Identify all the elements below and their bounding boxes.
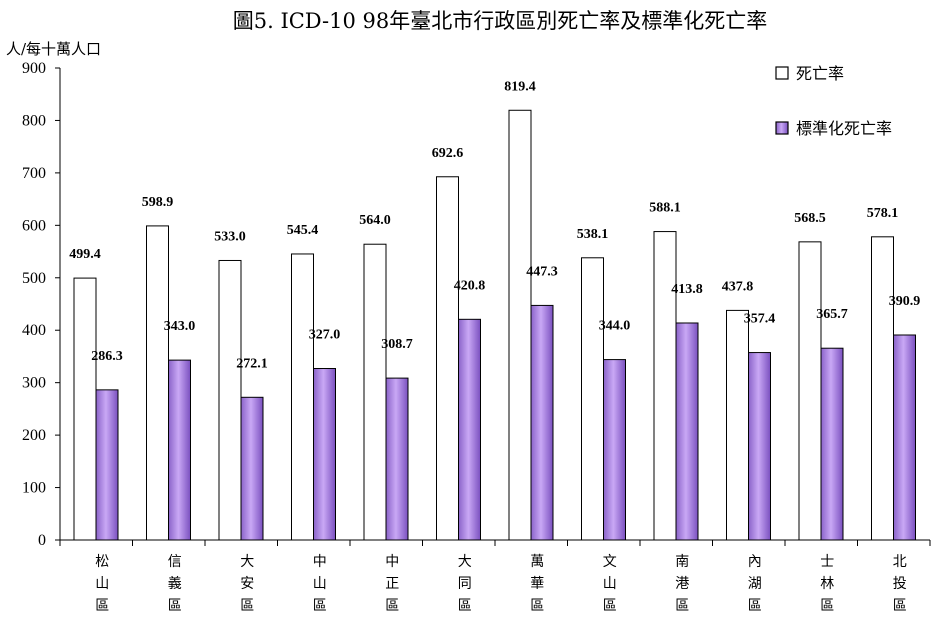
x-category-label: 信義區 (168, 554, 182, 614)
bar-death-rate (798, 241, 822, 541)
legend-label-death-rate: 死亡率 (796, 64, 844, 83)
bar-death-rate (581, 257, 604, 541)
bar-death-rate (871, 236, 894, 541)
legend-swatch-standardized-death-rate (775, 121, 789, 135)
y-tick-label: 500 (22, 270, 46, 287)
bar-standardized-death-rate (95, 389, 119, 541)
data-label-death-rate: 533.0 (214, 229, 246, 244)
data-label-death-rate: 538.1 (577, 227, 609, 242)
data-label-standardized-death-rate: 390.9 (889, 294, 921, 309)
bar-standardized-death-rate (313, 368, 336, 541)
bar-standardized-death-rate (748, 352, 771, 541)
bar-standardized-death-rate (385, 377, 409, 541)
bar-standardized-death-rate (820, 347, 844, 541)
data-label-standardized-death-rate: 286.3 (91, 349, 123, 364)
y-tick-label: 700 (22, 165, 46, 182)
data-label-death-rate: 568.5 (794, 211, 826, 226)
bar-death-rate (436, 176, 459, 541)
data-label-standardized-death-rate: 308.7 (381, 337, 413, 352)
chart-title: 圖5. ICD-10 98年臺北市行政區別死亡率及標準化死亡率 (233, 9, 768, 33)
data-label-death-rate: 578.1 (867, 206, 899, 221)
data-label-standardized-death-rate: 344.0 (599, 319, 631, 334)
x-category-label: 士林區 (820, 554, 834, 614)
bar-standardized-death-rate (168, 359, 191, 541)
data-label-standardized-death-rate: 447.3 (526, 264, 558, 279)
x-category-label: 中山區 (313, 554, 327, 614)
bar-standardized-death-rate (240, 396, 264, 541)
bar-death-rate (73, 277, 97, 541)
bar-standardized-death-rate (893, 334, 916, 541)
data-label-death-rate: 819.4 (504, 79, 536, 94)
y-tick-label: 200 (22, 427, 46, 444)
data-label-standardized-death-rate: 413.8 (671, 282, 703, 297)
bar-standardized-death-rate (675, 322, 699, 541)
y-tick-label: 900 (22, 60, 46, 77)
x-category-label: 中正區 (385, 554, 399, 614)
y-tick-label: 600 (22, 217, 46, 234)
data-label-death-rate: 437.8 (722, 279, 754, 294)
bar-death-rate (726, 309, 749, 541)
legend-label-standardized-death-rate: 標準化死亡率 (796, 119, 892, 138)
bar-standardized-death-rate (458, 318, 481, 541)
y-axis-unit-label: 人/每十萬人口 (6, 40, 101, 58)
x-category-label: 松山區 (95, 554, 109, 614)
data-label-standardized-death-rate: 272.1 (236, 356, 268, 371)
data-label-standardized-death-rate: 327.0 (309, 328, 341, 343)
bar-death-rate (653, 231, 677, 541)
x-category-label: 南港區 (675, 554, 689, 614)
bar-standardized-death-rate (603, 359, 626, 541)
y-tick-label: 0 (38, 532, 46, 549)
x-category-label: 大同區 (458, 554, 472, 614)
data-label-death-rate: 588.1 (649, 201, 681, 216)
data-label-death-rate: 692.6 (432, 146, 464, 161)
y-tick-label: 100 (22, 480, 46, 497)
y-tick-label: 300 (22, 375, 46, 392)
x-category-label: 文山區 (603, 554, 617, 614)
bar-death-rate (146, 225, 169, 541)
data-label-standardized-death-rate: 365.7 (816, 307, 848, 322)
x-category-label: 內湖區 (748, 554, 762, 614)
bar-death-rate (508, 109, 532, 541)
bar-standardized-death-rate (530, 304, 554, 541)
data-label-standardized-death-rate: 343.0 (164, 319, 196, 334)
data-label-death-rate: 598.9 (142, 195, 174, 210)
data-label-standardized-death-rate: 420.8 (454, 278, 486, 293)
bar-death-rate (218, 259, 242, 541)
bar-death-rate (291, 253, 314, 541)
data-label-death-rate: 499.4 (69, 247, 101, 262)
plot-area: 0 100 200 300 400 500 600 700 800 900 499.4 286.3 松山… (22, 60, 931, 614)
bar-death-rate (363, 243, 387, 541)
data-label-death-rate: 564.0 (359, 213, 391, 228)
x-category-label: 北投區 (893, 554, 907, 614)
legend-swatch-death-rate (775, 66, 789, 80)
x-category-label: 大安區 (240, 554, 254, 614)
data-label-standardized-death-rate: 357.4 (744, 312, 776, 327)
y-tick-label: 400 (22, 322, 46, 339)
y-tick-label: 800 (22, 112, 46, 129)
data-label-death-rate: 545.4 (287, 223, 319, 238)
x-category-label: 萬華區 (530, 554, 544, 614)
